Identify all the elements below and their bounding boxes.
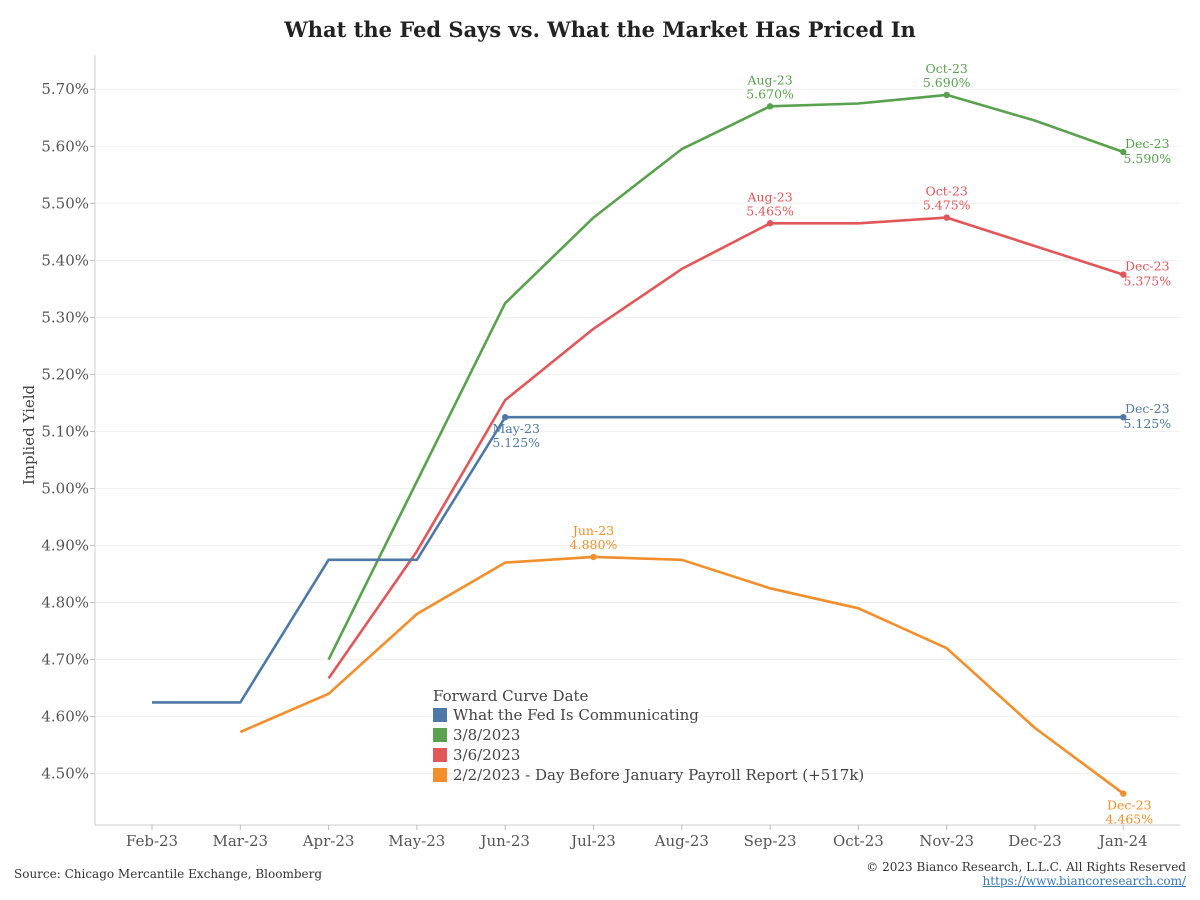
data-label-value: 5.125%: [492, 435, 540, 450]
y-axis-ticks: 4.50% 4.60% 4.70% 4.80% 4.90% 5.00% 5.10% 5.20%…: [41, 80, 89, 782]
legend-label: 3/8/2023: [453, 726, 520, 744]
x-tick-label: Jan-24: [1097, 832, 1148, 850]
y-tick-label: 5.10%: [41, 422, 89, 440]
legend-swatch: [433, 768, 447, 782]
data-label-date: Jun-23: [571, 523, 614, 538]
data-label-date: Dec-23: [1125, 401, 1170, 416]
data-label-value: 5.475%: [923, 198, 971, 213]
y-tick-label: 5.60%: [41, 137, 89, 155]
data-point-marker: [1120, 148, 1127, 156]
legend-swatch: [433, 708, 447, 722]
data-label-date: Oct-23: [925, 184, 967, 199]
y-tick-label: 5.30%: [41, 308, 89, 326]
data-label-date: Dec-23: [1125, 136, 1170, 151]
x-tick-label: Apr-23: [302, 832, 355, 850]
legend: Forward Curve Date What the Fed Is Commu…: [433, 687, 864, 784]
data-label-value: 4.465%: [1105, 812, 1153, 827]
series-line: [327, 216, 1124, 680]
data-label-date: Aug-23: [746, 189, 792, 204]
series-line: [152, 415, 1124, 704]
x-tick-label: Feb-23: [126, 832, 178, 850]
data-point-marker: [943, 91, 950, 99]
source-note: Source: Chicago Mercantile Exchange, Blo…: [14, 867, 323, 881]
chart-title: What the Fed Says vs. What the Market Ha…: [283, 17, 916, 42]
y-tick-label: 4.90%: [41, 537, 89, 555]
y-tick-label: 4.50%: [41, 765, 89, 783]
y-tick-label: 5.50%: [41, 194, 89, 212]
legend-swatch: [433, 748, 447, 762]
x-tick-label: Jun-23: [478, 832, 530, 850]
website-link[interactable]: https://www.biancoresearch.com/: [982, 874, 1186, 888]
x-tick-label: Mar-23: [212, 832, 268, 850]
website-url[interactable]: https://www.biancoresearch.com/: [982, 874, 1186, 888]
x-tick-label: Sep-23: [744, 832, 797, 850]
data-point-marker: [943, 214, 950, 221]
data-label-date: Oct-23: [925, 61, 967, 76]
x-tick-label: Aug-23: [654, 832, 709, 850]
data-label-date: May-23: [492, 421, 539, 436]
data-label-value: 5.590%: [1123, 151, 1171, 166]
data-point-marker: [766, 220, 774, 227]
y-tick-label: 5.70%: [41, 80, 89, 98]
y-tick-label: 4.80%: [41, 594, 89, 612]
legend-label: What the Fed Is Communicating: [453, 706, 699, 724]
legend-label: 2/2/2023 - Day Before January Payroll Re…: [453, 766, 864, 784]
gridlines: [90, 55, 1180, 830]
legend-title: Forward Curve Date: [433, 687, 589, 705]
legend-swatch: [433, 728, 447, 742]
y-tick-label: 4.70%: [41, 651, 89, 669]
copyright-note: © 2023 Bianco Research, L.L.C. All Right…: [866, 860, 1186, 874]
y-tick-label: 4.60%: [41, 708, 89, 726]
data-label-date: Aug-23: [746, 72, 792, 87]
y-tick-label: 5.20%: [41, 365, 89, 383]
x-tick-label: Dec-23: [1008, 832, 1061, 850]
data-label-date: Dec-23: [1107, 798, 1152, 813]
data-point-marker: [590, 553, 597, 561]
data-point-marker: [502, 413, 509, 421]
data-label-value: 5.125%: [1123, 416, 1171, 431]
data-point-marker: [1120, 413, 1127, 421]
data-label-date: Dec-23: [1125, 259, 1170, 274]
series-line: [239, 555, 1125, 795]
series-lines: [152, 93, 1125, 795]
x-tick-label: May-23: [388, 832, 445, 850]
data-point-marker: [1120, 271, 1127, 278]
data-label-value: 5.375%: [1123, 274, 1171, 289]
x-tick-label: Nov-23: [919, 832, 974, 850]
y-axis-label: Implied Yield: [20, 384, 38, 485]
data-label-value: 5.690%: [923, 75, 971, 90]
data-label-value: 4.880%: [570, 537, 618, 552]
x-tick-label: Jul-23: [569, 832, 616, 850]
legend-label: 3/6/2023: [453, 746, 520, 764]
data-label-value: 5.670%: [746, 86, 794, 101]
data-label-value: 5.465%: [746, 203, 794, 218]
y-tick-label: 5.00%: [41, 479, 89, 497]
y-tick-label: 5.40%: [41, 251, 89, 269]
x-tick-label: Oct-23: [833, 832, 884, 850]
data-point-marker: [766, 103, 774, 110]
data-point-marker: [1120, 790, 1127, 797]
point-annotations: May-235.125%Dec-235.125%Aug-235.670%Oct-…: [492, 61, 1171, 827]
x-axis-ticks: Feb-23 Mar-23 Apr-23 May-23 Jun-23 Jul-23 Aug-…: [126, 832, 1148, 850]
